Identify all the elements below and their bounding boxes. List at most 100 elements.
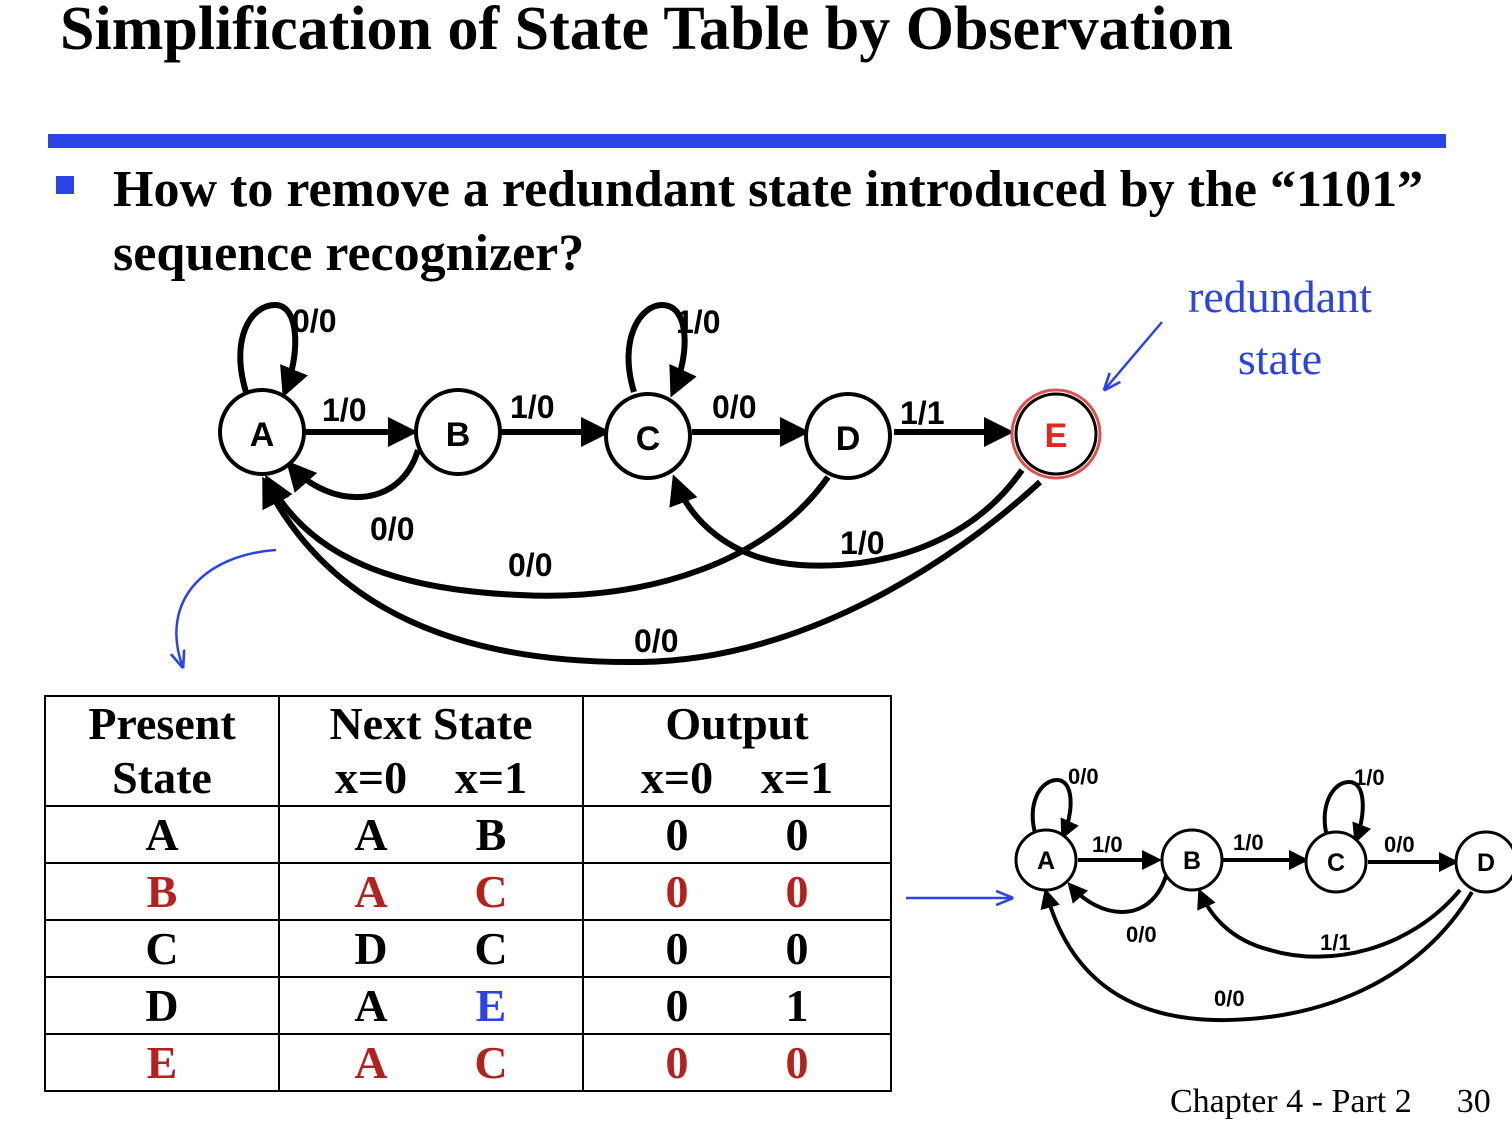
state-c-label: C xyxy=(636,420,661,458)
table-header-row: Present State Next State x=0 x=1 Output x… xyxy=(44,695,892,807)
header-next-x0: x=0 xyxy=(334,752,408,803)
bullet-square-icon xyxy=(56,176,74,194)
label-c-d: 0/0 xyxy=(712,389,756,425)
label-b-a: 0/0 xyxy=(370,511,414,547)
state-e-label: E xyxy=(1045,417,1068,455)
row-e-next1: C xyxy=(474,1036,508,1088)
edge-c-c xyxy=(625,301,697,398)
reduced-edge-d-b xyxy=(1197,888,1462,959)
reduced-state-c-node: C xyxy=(1304,830,1368,894)
label-a-a: 0/0 xyxy=(292,303,336,339)
row-c-next0: D xyxy=(354,922,388,974)
edge-e-a xyxy=(262,476,1043,666)
slide-title: Simplification of State Table by Observa… xyxy=(60,0,1233,63)
reduced-label-b-c: 1/0 xyxy=(1233,830,1264,855)
row-c-next1: C xyxy=(474,922,508,974)
title-rule xyxy=(48,134,1446,148)
reduced-state-c-label: C xyxy=(1327,849,1345,877)
slide-footer: Chapter 4 - Part 2 30 xyxy=(1170,1083,1491,1121)
header-present-state: Present State xyxy=(44,695,280,807)
header-present-line-1: Present xyxy=(88,698,236,749)
state-b-node: B xyxy=(414,388,502,476)
redundant-pointer-arrow xyxy=(1106,321,1163,388)
state-d-label: D xyxy=(836,420,861,458)
row-a-out0: 0 xyxy=(665,808,689,860)
row-a-out1: 0 xyxy=(785,808,809,860)
row-e-out0: 0 xyxy=(665,1036,689,1088)
reduced-state-d-node: D xyxy=(1454,830,1512,894)
footer-chapter: Chapter 4 - Part 2 xyxy=(1170,1083,1412,1120)
annotation-line-1: redundant xyxy=(1188,271,1372,322)
reduced-edge-a-a xyxy=(1030,777,1079,840)
reduced-label-a-b: 1/0 xyxy=(1092,832,1123,857)
row-e-state: E xyxy=(44,1033,280,1092)
row-b-next0: A xyxy=(354,865,388,917)
edge-b-a xyxy=(286,449,421,500)
page-number: 30 xyxy=(1456,1083,1491,1120)
reduced-state-a-label: A xyxy=(1037,847,1055,875)
reduced-label-b-a: 0/0 xyxy=(1126,922,1157,947)
reduced-state-a-node: A xyxy=(1014,828,1078,892)
header-output: Output x=0 x=1 xyxy=(582,695,892,807)
edge-e-c xyxy=(669,468,1025,569)
header-output-x0: x=0 xyxy=(640,752,714,803)
row-d-out0: 0 xyxy=(665,979,689,1031)
reduced-label-a-a: 0/0 xyxy=(1068,764,1099,789)
reduced-label-d-b: 1/1 xyxy=(1320,930,1351,955)
bullet-text: How to remove a redundant state introduc… xyxy=(113,161,1424,282)
row-c-out0: 0 xyxy=(665,922,689,974)
header-next-title: Next State xyxy=(329,698,533,749)
reduced-edge-c-c xyxy=(1322,779,1372,844)
header-output-x1: x=1 xyxy=(760,752,834,803)
state-e-node: E xyxy=(1010,388,1102,480)
main-state-diagram xyxy=(237,301,1043,666)
row-a-next0: A xyxy=(354,808,388,860)
header-next-state: Next State x=0 x=1 xyxy=(278,695,584,807)
reduced-states: A B C D xyxy=(1014,828,1512,894)
label-a-b: 1/0 xyxy=(322,392,366,428)
reduced-state-b-label: B xyxy=(1183,847,1201,875)
edge-d-a xyxy=(265,474,831,599)
label-d-e: 1/1 xyxy=(900,395,944,431)
reduced-state-d-label: D xyxy=(1477,849,1495,877)
row-d-state: D xyxy=(44,976,280,1035)
row-a-next1: B xyxy=(475,808,507,860)
header-output-title: Output xyxy=(665,698,809,749)
label-b-c: 1/0 xyxy=(510,389,554,425)
reduced-state-diagram xyxy=(1030,777,1474,1023)
reduced-edge-labels: 0/0 1/0 1/0 1/0 0/0 0/0 1/1 0/0 xyxy=(1068,764,1415,1011)
edge-a-a xyxy=(237,301,308,398)
label-d-a: 0/0 xyxy=(508,547,552,583)
row-a-state: A xyxy=(44,805,280,864)
row-b-out1: 0 xyxy=(785,865,809,917)
label-e-a: 0/0 xyxy=(634,623,678,659)
row-b-next1: C xyxy=(474,865,508,917)
reduced-edge-d-a xyxy=(1040,888,1474,1023)
reduced-state-b-node: B xyxy=(1160,828,1224,892)
row-d-next0: A xyxy=(354,979,388,1031)
header-present-line-2: State xyxy=(112,752,212,803)
reduced-label-d-a: 0/0 xyxy=(1214,986,1245,1011)
label-c-c: 1/0 xyxy=(676,304,720,340)
row-c-out1: 0 xyxy=(785,922,809,974)
reduced-edge-b-a xyxy=(1067,875,1168,914)
header-next-x1: x=1 xyxy=(454,752,528,803)
state-table: Present State Next State x=0 x=1 Output x… xyxy=(44,695,892,1092)
row-b-out0: 0 xyxy=(665,865,689,917)
row-d-next1: E xyxy=(475,979,507,1031)
row-b-state: B xyxy=(44,862,280,921)
state-c-node: C xyxy=(604,392,692,480)
redundant-state-annotation: redundant state xyxy=(1150,266,1410,390)
